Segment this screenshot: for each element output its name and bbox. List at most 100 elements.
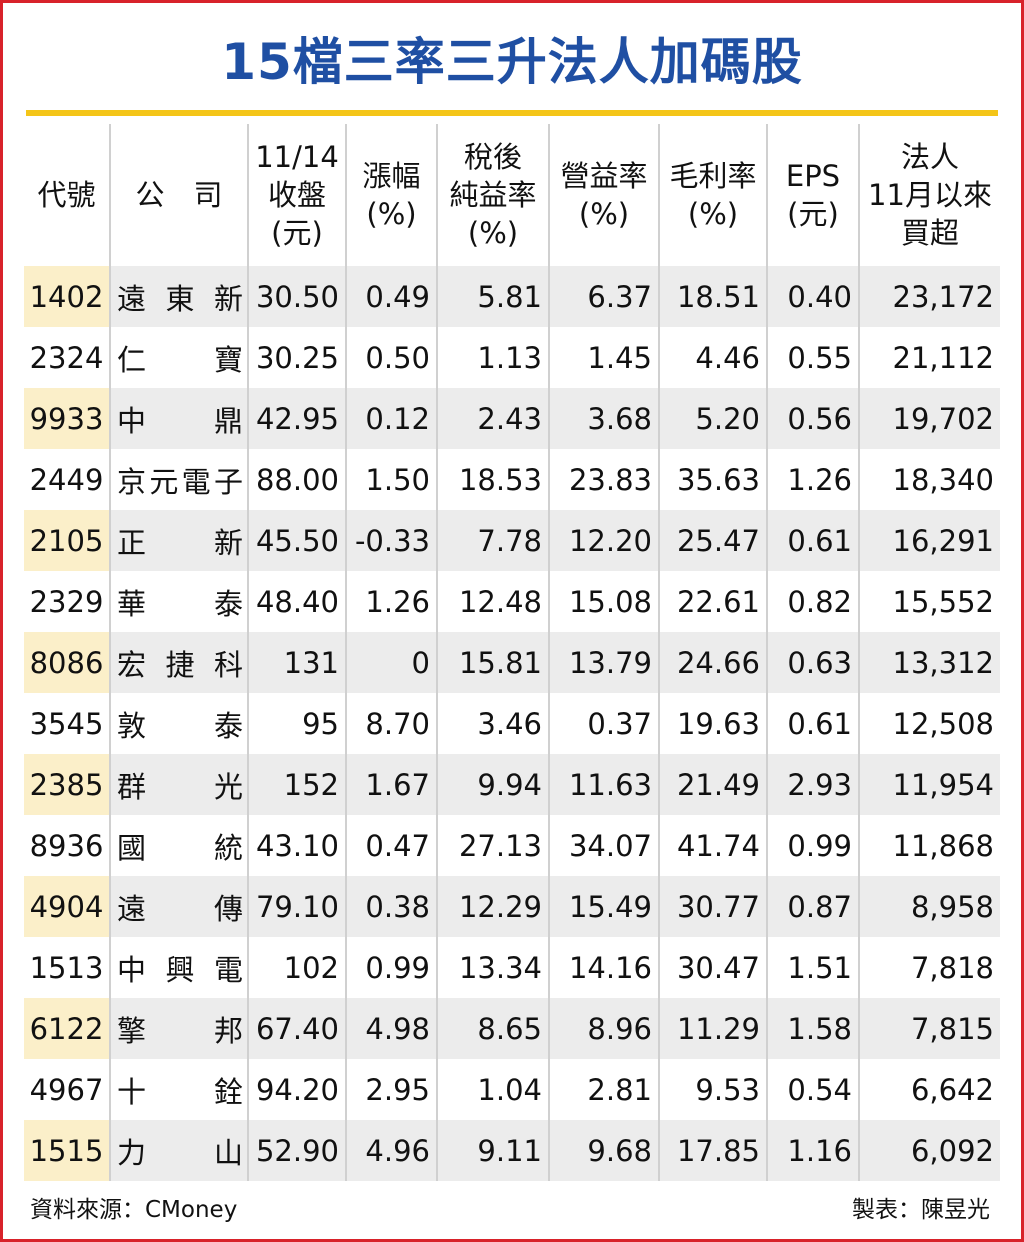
cell-net-margin: 1.04 [436, 1059, 549, 1120]
table-row: 2329 華泰 48.40 1.26 12.48 15.08 22.61 0.82 15,552 [24, 571, 1000, 632]
cell-inst-buy: 6,092 [858, 1120, 1000, 1181]
cell-close: 79.10 [247, 876, 346, 937]
header-gross-margin: 毛利率 (%) [658, 124, 767, 266]
cell-inst-buy: 21,112 [858, 327, 1000, 388]
cell-net-margin: 27.13 [436, 815, 549, 876]
table-row: 2105 正新 45.50 -0.33 7.78 12.20 25.47 0.61 16,291 [24, 510, 1000, 571]
header-line: EPS [785, 159, 841, 193]
cell-gross-margin: 4.46 [658, 327, 767, 388]
cell-change: 2.95 [345, 1059, 437, 1120]
cell-change: 0.50 [345, 327, 437, 388]
cell-op-margin: 8.96 [548, 998, 659, 1059]
title-underline [26, 110, 998, 116]
cell-eps: 0.63 [766, 632, 859, 693]
cell-eps: 0.82 [766, 571, 859, 632]
cell-gross-margin: 30.47 [658, 937, 767, 998]
table-row: 2385 群光 152 1.67 9.94 11.63 21.49 2.93 11,954 [24, 754, 1000, 815]
cell-eps: 0.87 [766, 876, 859, 937]
header-op-margin: 營益率 (%) [548, 124, 659, 266]
header-net-margin: 稅後純益率 (%) [436, 124, 549, 266]
cell-eps: 0.61 [766, 510, 859, 571]
header-line: 代號 [37, 178, 96, 212]
header-code: 代號 [24, 124, 110, 266]
table-row: 8936 國統 43.10 0.47 27.13 34.07 41.74 0.99 11,868 [24, 815, 1000, 876]
cell-gross-margin: 22.61 [658, 571, 767, 632]
cell-change: 4.98 [345, 998, 437, 1059]
cell-code: 9933 [24, 388, 110, 449]
cell-op-margin: 23.83 [548, 449, 659, 510]
cell-net-margin: 12.29 [436, 876, 549, 937]
table-row: 6122 擎邦 67.40 4.98 8.65 8.96 11.29 1.58 7,815 [24, 998, 1000, 1059]
author-note: 製表：陳昱光 [852, 1197, 990, 1223]
cell-eps: 0.55 [766, 327, 859, 388]
table-row: 4904 遠傳 79.10 0.38 12.29 15.49 30.77 0.87 8,958 [24, 876, 1000, 937]
cell-company: 遠傳 [109, 876, 248, 937]
cell-eps: 0.56 [766, 388, 859, 449]
header-line: 純益率 [449, 178, 537, 212]
header-line: 毛利率 [669, 159, 757, 193]
cell-close: 52.90 [247, 1120, 346, 1181]
header-line: 收盤 [267, 178, 326, 212]
header-line: 買超 [900, 216, 959, 250]
cell-op-margin: 11.63 [548, 754, 659, 815]
cell-change: 4.96 [345, 1120, 437, 1181]
cell-inst-buy: 6,642 [858, 1059, 1000, 1120]
cell-change: 0 [345, 632, 437, 693]
header-line: 營益率 [560, 159, 648, 193]
cell-eps: 0.99 [766, 815, 859, 876]
cell-change: 0.47 [345, 815, 437, 876]
header-line: (%) [366, 197, 417, 231]
table-row: 1515 力山 52.90 4.96 9.11 9.68 17.85 1.16 6,092 [24, 1120, 1000, 1181]
header-close: 11/14 收盤 (元) [247, 124, 346, 266]
cell-inst-buy: 11,868 [858, 815, 1000, 876]
cell-net-margin: 13.34 [436, 937, 549, 998]
table-row: 1402 遠東新 30.50 0.49 5.81 6.37 18.51 0.40 23,172 [24, 266, 1000, 327]
cell-company: 中鼎 [109, 388, 248, 449]
cell-op-margin: 14.16 [548, 937, 659, 998]
cell-company: 正新 [109, 510, 248, 571]
cell-op-margin: 15.49 [548, 876, 659, 937]
cell-change: -0.33 [345, 510, 437, 571]
cell-op-margin: 15.08 [548, 571, 659, 632]
cell-code: 2324 [29, 340, 104, 375]
cell-close: 45.50 [247, 510, 346, 571]
cell-company: 仁寶 [109, 327, 248, 388]
cell-net-margin: 7.78 [436, 510, 549, 571]
cell-close: 42.95 [247, 388, 346, 449]
cell-close: 88.00 [247, 449, 346, 510]
cell-eps: 2.93 [766, 754, 859, 815]
header-line: 稅後 [463, 140, 522, 174]
cell-eps: 1.51 [766, 937, 859, 998]
cell-company: 擎邦 [109, 998, 248, 1059]
table-row: 4967 十銓 94.20 2.95 1.04 2.81 9.53 0.54 6,642 [24, 1059, 1000, 1120]
header-line: (%) [467, 216, 519, 250]
cell-op-margin: 2.81 [548, 1059, 659, 1120]
header-eps: EPS (元) [766, 124, 859, 266]
cell-inst-buy: 23,172 [858, 266, 1000, 327]
cell-close: 152 [247, 754, 346, 815]
table-row: 8086 宏捷科 131 0 15.81 13.79 24.66 0.63 13,312 [24, 632, 1000, 693]
cell-change: 1.26 [345, 571, 437, 632]
cell-company: 十銓 [109, 1059, 248, 1120]
cell-op-margin: 12.20 [548, 510, 659, 571]
cell-change: 1.50 [345, 449, 437, 510]
table-row: 9933 中鼎 42.95 0.12 2.43 3.68 5.20 0.56 19,702 [24, 388, 1000, 449]
cell-inst-buy: 7,815 [858, 998, 1000, 1059]
header-inst-buy: 法人 11月以來 買超 [858, 124, 1000, 266]
cell-net-margin: 5.81 [436, 266, 549, 327]
cell-company: 力山 [109, 1120, 248, 1181]
cell-close: 94.20 [247, 1059, 346, 1120]
header-line: (%) [578, 197, 630, 231]
cell-close: 43.10 [247, 815, 346, 876]
cell-eps: 1.26 [766, 449, 859, 510]
cell-inst-buy: 7,818 [858, 937, 1000, 998]
table-body: 1402 遠東新 30.50 0.49 5.81 6.37 18.51 0.40 23,172 2… [24, 266, 1000, 1181]
header-row: 代號 公 司 11/14 收盤 (元) 漲幅 (%) 稅後 純益率 (%) 營益率 (%) 毛利率 (%)… [24, 124, 1000, 266]
cell-inst-buy: 8,958 [858, 876, 1000, 937]
cell-company: 遠東新 [109, 266, 248, 327]
cell-code: 6122 [24, 998, 110, 1059]
source-note: 資料來源：CMoney [30, 1197, 238, 1223]
cell-gross-margin: 5.20 [658, 388, 767, 449]
cell-code: 2329 [29, 584, 104, 619]
